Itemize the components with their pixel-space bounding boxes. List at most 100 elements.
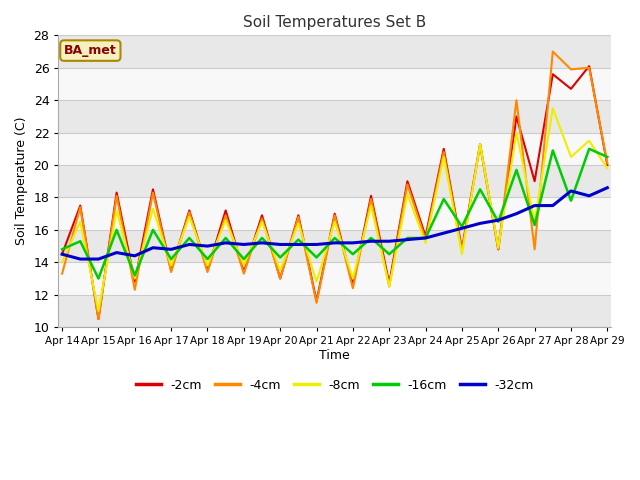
-4cm [531, 246, 538, 252]
-2cm [513, 113, 520, 119]
-2cm [531, 179, 538, 184]
-2cm [258, 213, 266, 218]
-8cm [513, 130, 520, 135]
-32cm [349, 240, 356, 246]
-32cm [422, 235, 429, 241]
-8cm [76, 219, 84, 225]
Line: -8cm: -8cm [62, 108, 607, 311]
-4cm [385, 284, 393, 289]
-16cm [131, 272, 139, 278]
-32cm [531, 203, 538, 208]
-8cm [258, 219, 266, 225]
Bar [58, 68, 611, 100]
-32cm [131, 253, 139, 259]
-8cm [222, 217, 230, 223]
-16cm [258, 235, 266, 241]
-16cm [186, 235, 193, 241]
-32cm [186, 241, 193, 247]
-2cm [476, 141, 484, 147]
-32cm [367, 239, 375, 244]
Bar [58, 295, 611, 327]
Line: -32cm: -32cm [62, 188, 607, 259]
-4cm [458, 248, 466, 254]
-4cm [495, 246, 502, 252]
-16cm [240, 256, 248, 262]
-4cm [186, 209, 193, 215]
-8cm [240, 263, 248, 268]
-4cm [513, 97, 520, 103]
Title: Soil Temperatures Set B: Soil Temperatures Set B [243, 15, 426, 30]
-16cm [349, 252, 356, 257]
-2cm [422, 233, 429, 239]
-4cm [131, 287, 139, 293]
-4cm [149, 190, 157, 195]
-2cm [604, 162, 611, 168]
-32cm [513, 211, 520, 216]
Bar [58, 197, 611, 230]
-16cm [58, 246, 66, 252]
-2cm [222, 207, 230, 213]
-2cm [167, 267, 175, 273]
-4cm [113, 193, 120, 199]
-8cm [186, 214, 193, 220]
Bar [58, 100, 611, 132]
-4cm [549, 48, 557, 54]
-4cm [240, 271, 248, 276]
-16cm [513, 167, 520, 173]
X-axis label: Time: Time [319, 349, 350, 362]
-32cm [95, 256, 102, 262]
-2cm [440, 146, 447, 152]
Y-axis label: Soil Temperature (C): Soil Temperature (C) [15, 117, 28, 245]
-32cm [113, 250, 120, 255]
-4cm [331, 213, 339, 218]
-2cm [586, 63, 593, 69]
Text: BA_met: BA_met [64, 44, 116, 57]
-32cm [495, 217, 502, 223]
-8cm [549, 106, 557, 111]
-8cm [567, 154, 575, 160]
-16cm [149, 227, 157, 233]
-4cm [604, 160, 611, 166]
-4cm [222, 213, 230, 218]
-16cm [567, 198, 575, 204]
-32cm [586, 193, 593, 199]
-8cm [495, 245, 502, 251]
-8cm [58, 259, 66, 265]
-32cm [404, 237, 412, 242]
-4cm [313, 300, 321, 306]
-4cm [58, 271, 66, 276]
-16cm [495, 219, 502, 225]
-16cm [313, 254, 321, 260]
-2cm [186, 207, 193, 213]
-2cm [367, 193, 375, 199]
-2cm [294, 213, 302, 218]
-8cm [331, 219, 339, 225]
-32cm [240, 241, 248, 247]
-8cm [476, 141, 484, 147]
-2cm [495, 246, 502, 252]
-8cm [422, 240, 429, 246]
Line: -4cm: -4cm [62, 51, 607, 319]
Bar [58, 262, 611, 295]
-16cm [294, 237, 302, 242]
-2cm [240, 269, 248, 275]
-4cm [567, 67, 575, 72]
-16cm [604, 154, 611, 160]
-16cm [367, 235, 375, 241]
-2cm [113, 190, 120, 195]
-32cm [149, 245, 157, 251]
-8cm [294, 220, 302, 226]
-8cm [131, 276, 139, 281]
-8cm [204, 263, 211, 268]
-4cm [586, 65, 593, 71]
-16cm [586, 146, 593, 152]
-32cm [567, 188, 575, 194]
-2cm [276, 276, 284, 281]
-8cm [586, 138, 593, 144]
-4cm [367, 196, 375, 202]
-4cm [476, 143, 484, 148]
-16cm [331, 235, 339, 241]
-2cm [349, 282, 356, 288]
-2cm [95, 316, 102, 322]
-32cm [76, 256, 84, 262]
